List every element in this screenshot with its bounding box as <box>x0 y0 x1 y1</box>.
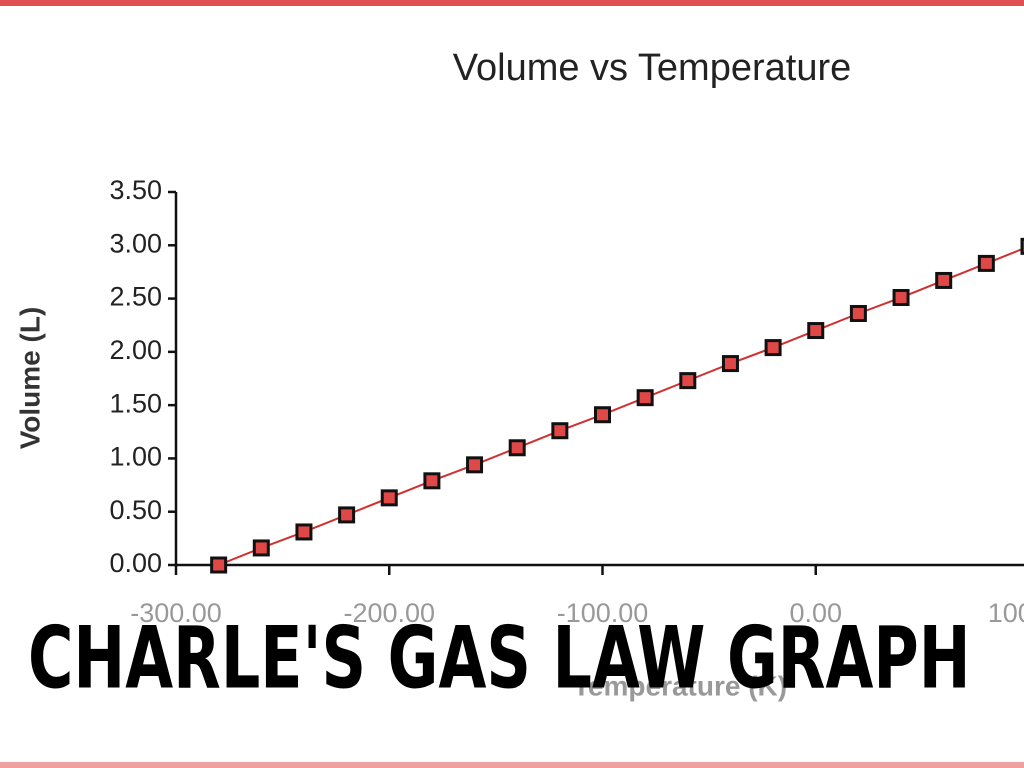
x-tick-label: -300.00 <box>130 598 222 628</box>
marker <box>508 439 526 457</box>
marker <box>807 322 825 340</box>
marker <box>594 406 611 424</box>
y-axis-label: Volume (L) <box>14 307 45 450</box>
y-tick-label: 0.50 <box>109 495 162 525</box>
x-tick-label: -200.00 <box>343 598 435 628</box>
y-tick-label: 2.00 <box>109 335 162 365</box>
x-axis-label: Temperature (K) <box>573 670 787 701</box>
marker <box>210 556 228 574</box>
x-tick-label: 0.00 <box>789 598 842 628</box>
x-tick-label: 100.00 <box>988 598 1024 628</box>
marker <box>1020 237 1024 255</box>
bottom-border <box>0 762 1024 768</box>
y-tick-label: 2.50 <box>109 282 162 312</box>
marker <box>295 523 313 541</box>
y-tick-label: 0.00 <box>109 548 162 578</box>
marker <box>380 489 398 507</box>
y-tick-label: 3.50 <box>109 175 162 205</box>
slide-caption: CHARLE'S GAS LAW GRAPH <box>28 607 971 708</box>
marker <box>849 304 867 322</box>
marker <box>252 539 270 557</box>
marker <box>892 289 910 307</box>
marker <box>977 254 995 272</box>
y-tick-label: 3.00 <box>109 228 162 258</box>
marker <box>935 271 953 289</box>
marker <box>551 422 569 440</box>
chart-title: Volume vs Temperature <box>453 47 852 89</box>
plot: 0.00 0.50 1.00 1.50 2.00 2.50 3.00 3.50 -300.00 -… <box>109 175 1024 628</box>
marker <box>466 456 484 474</box>
marker <box>423 472 441 490</box>
marker <box>338 506 356 524</box>
top-border <box>0 0 1024 6</box>
marker <box>636 389 654 407</box>
marker <box>679 372 697 390</box>
marker <box>721 355 739 373</box>
y-tick-label: 1.00 <box>109 442 162 472</box>
y-tick-label: 1.50 <box>109 388 162 418</box>
x-tick-label: -100.00 <box>557 598 649 628</box>
marker <box>764 339 782 357</box>
